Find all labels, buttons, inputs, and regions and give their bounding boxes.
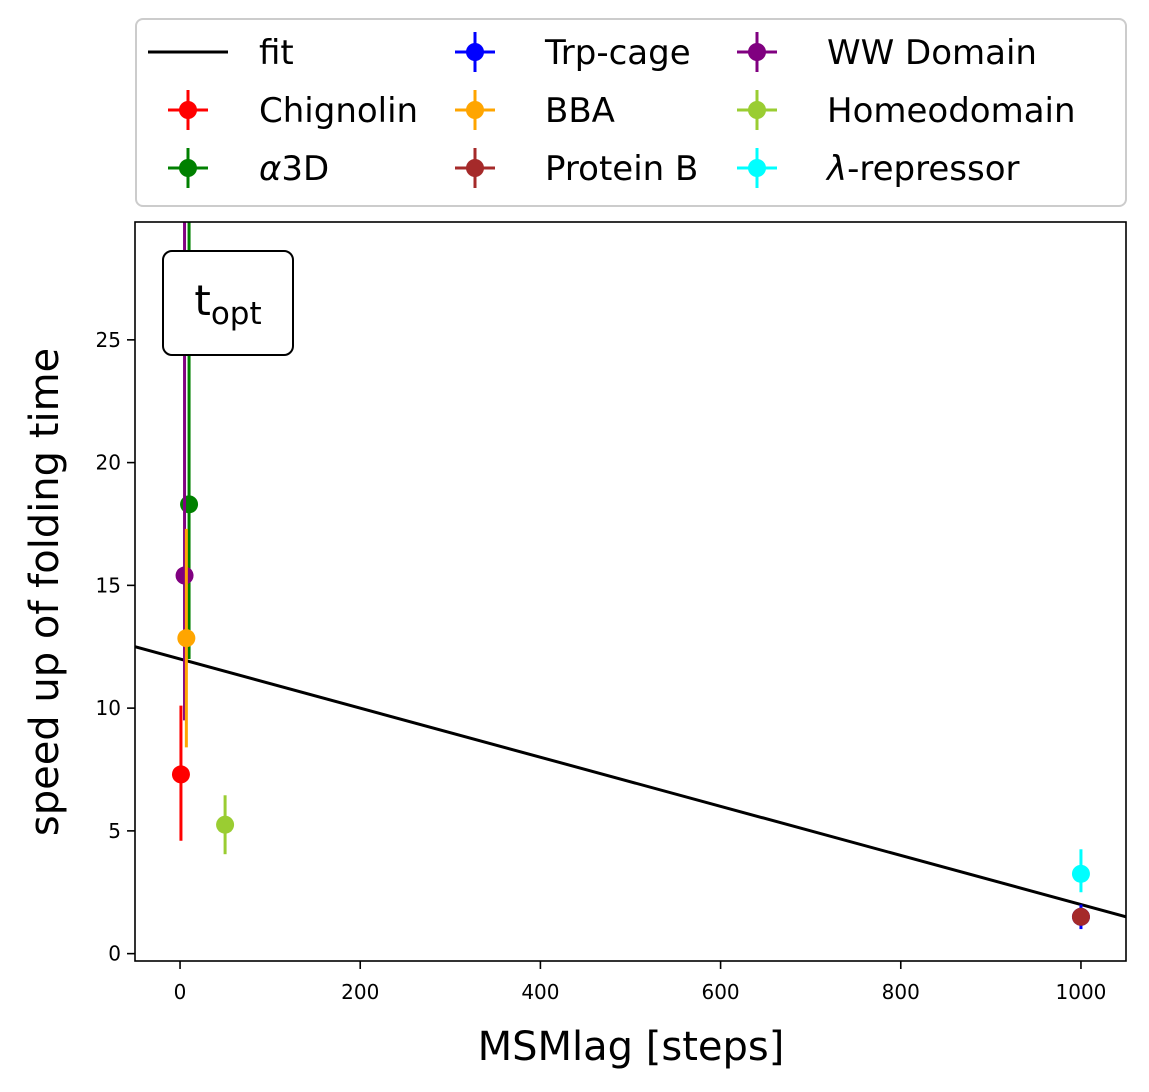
legend-marker <box>466 101 484 119</box>
legend-item--3d: α3D <box>168 148 329 189</box>
data-point <box>177 629 196 648</box>
x-axis-label: MSMlag [steps] <box>478 1024 785 1070</box>
data-point <box>216 815 235 834</box>
plot-area: topt 0 200 400 600 800 1000 0 5 10 15 20 25 <box>96 221 1127 1004</box>
legend: fit Chignolin α3D Trp-cage BBA Protein B WW Do… <box>135 18 1127 207</box>
legend-item--repressor: λ-repressor <box>737 148 1020 189</box>
plot-frame <box>134 221 1127 962</box>
legend-marker <box>748 101 766 119</box>
legend-marker <box>748 159 766 177</box>
x-tick-label: 1000 <box>1056 980 1107 1004</box>
data-point <box>1071 864 1090 883</box>
legend-label: fit <box>259 33 294 73</box>
legend-marker <box>179 101 197 119</box>
legend-item-bba: BBA <box>455 90 615 131</box>
series-protein-b <box>1071 907 1090 926</box>
x-tick-label: 0 <box>174 980 187 1004</box>
series-chignolin <box>171 705 190 841</box>
legend-label: Protein B <box>545 149 698 189</box>
legend-item-trp-cage: Trp-cage <box>455 32 691 73</box>
legend-marker <box>466 43 484 61</box>
legend-label: BBA <box>545 91 615 131</box>
fit-line <box>135 645 1126 919</box>
data-point <box>180 495 199 514</box>
y-tick-label: 5 <box>108 819 121 843</box>
legend-frame <box>135 18 1127 207</box>
series-bba <box>177 528 196 748</box>
y-tick-label: 25 <box>96 328 121 352</box>
legend-item-protein-b: Protein B <box>455 148 698 189</box>
y-tick-label: 0 <box>108 942 121 966</box>
legend-marker <box>748 43 766 61</box>
x-axis: 0 200 400 600 800 1000 <box>174 961 1107 1004</box>
x-tick-label: 400 <box>521 980 559 1004</box>
annotation-label: topt <box>194 276 261 332</box>
x-tick-label: 600 <box>701 980 739 1004</box>
y-axis-label: speed up of folding time <box>22 348 68 836</box>
legend-label: WW Domain <box>827 33 1037 73</box>
annotation-box <box>162 250 294 356</box>
legend-item-chignolin: Chignolin <box>168 90 418 131</box>
series-homeodomain <box>216 795 235 855</box>
x-tick-label: 200 <box>341 980 379 1004</box>
legend-item-ww-domain: WW Domain <box>737 32 1037 73</box>
legend-marker <box>466 159 484 177</box>
series--repressor <box>1071 849 1090 893</box>
y-tick-label: 20 <box>96 451 121 475</box>
y-axis: 0 5 10 15 20 25 <box>96 328 135 966</box>
y-tick-label: 15 <box>96 573 121 597</box>
data-point <box>1071 907 1090 926</box>
legend-marker <box>179 159 197 177</box>
legend-label: λ-repressor <box>825 149 1020 189</box>
y-tick-label: 10 <box>96 696 121 720</box>
legend-label: Homeodomain <box>827 91 1076 131</box>
legend-label: Trp-cage <box>544 33 691 73</box>
legend-label: α3D <box>259 149 329 189</box>
x-tick-label: 800 <box>882 980 920 1004</box>
data-point <box>171 765 190 784</box>
legend-item-homeodomain: Homeodomain <box>737 90 1076 131</box>
legend-label: Chignolin <box>259 91 418 131</box>
data-point <box>175 566 194 585</box>
legend-item-fit: fit <box>148 33 294 73</box>
